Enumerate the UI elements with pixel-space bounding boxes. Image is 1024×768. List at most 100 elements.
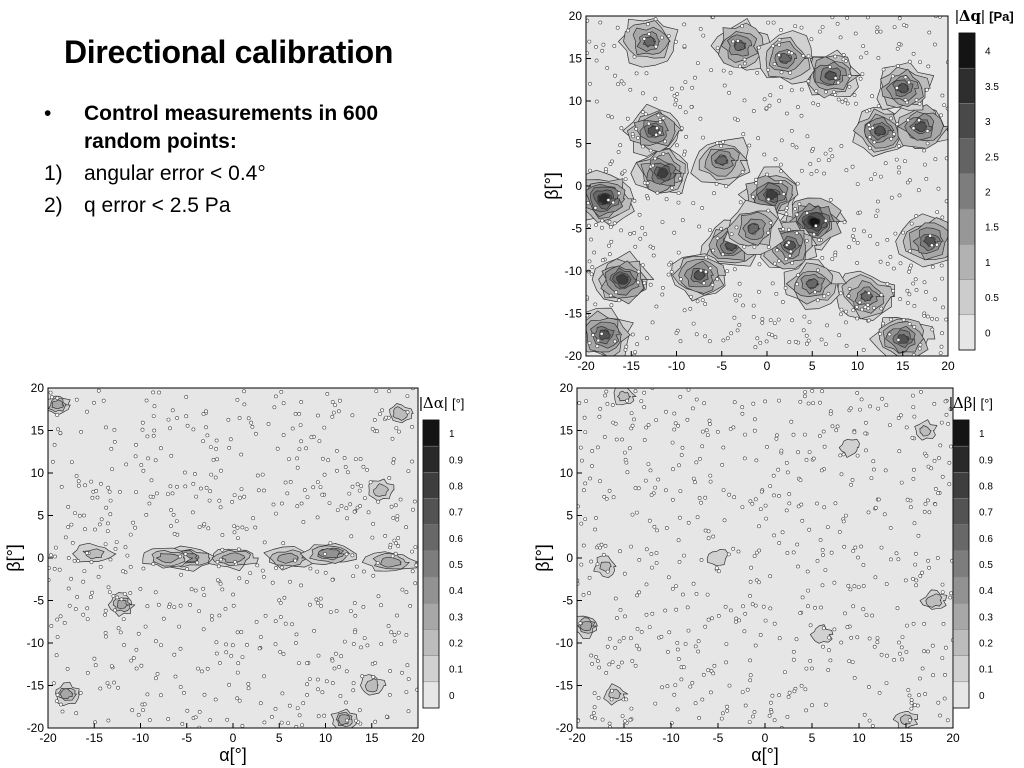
- sample-point: [178, 646, 183, 651]
- contour-region: [373, 483, 389, 497]
- sample-point: [589, 237, 593, 242]
- sample-point: [781, 192, 786, 196]
- sample-point: [710, 616, 714, 621]
- legend-frame: [422, 419, 440, 709]
- sample-point: [941, 621, 946, 626]
- sample-point: [215, 457, 220, 462]
- legend-level-label: 0.2: [979, 639, 993, 650]
- sample-point: [269, 714, 274, 719]
- sample-point: [623, 719, 628, 724]
- sample-point: [644, 612, 649, 617]
- sample-point: [932, 401, 937, 406]
- sample-point: [633, 486, 638, 490]
- sample-point: [777, 98, 782, 103]
- sample-point: [909, 263, 914, 268]
- sample-point: [840, 99, 845, 104]
- sample-point: [863, 420, 868, 425]
- sample-point: [841, 53, 846, 57]
- sample-point: [911, 477, 916, 481]
- sample-point: [48, 566, 51, 570]
- sample-point: [136, 631, 141, 636]
- x-tick-label: 10: [851, 359, 865, 373]
- sample-point: [855, 316, 860, 321]
- sample-point: [232, 493, 237, 498]
- sample-point: [101, 398, 106, 403]
- sample-point: [580, 458, 584, 463]
- sample-point: [410, 549, 415, 554]
- sample-point: [843, 98, 848, 102]
- sample-point: [836, 97, 841, 102]
- sample-point: [873, 214, 878, 219]
- sample-point: [679, 86, 684, 91]
- sample-point: [182, 690, 186, 695]
- sample-point: [214, 640, 219, 645]
- sample-point: [839, 640, 844, 645]
- sample-point: [191, 427, 196, 432]
- sample-point: [682, 152, 687, 157]
- y-tick-label: 10: [569, 94, 583, 108]
- sample-point: [847, 74, 852, 78]
- sample-point: [845, 625, 850, 630]
- sample-point: [847, 286, 852, 291]
- sample-point: [864, 613, 869, 618]
- sample-point: [764, 516, 769, 521]
- sample-point: [728, 608, 733, 613]
- sample-point: [98, 686, 103, 691]
- sample-point: [709, 68, 714, 73]
- sample-point: [910, 435, 915, 440]
- sample-point: [817, 29, 822, 34]
- sample-point: [587, 39, 592, 44]
- sample-point: [803, 390, 808, 395]
- sample-point: [680, 592, 685, 597]
- sample-point: [633, 350, 638, 355]
- sample-point: [855, 635, 860, 640]
- sample-point: [671, 467, 675, 472]
- sample-point: [148, 494, 153, 499]
- sample-point: [706, 536, 711, 541]
- sample-point: [55, 413, 60, 418]
- sample-point: [719, 144, 723, 148]
- sample-point: [146, 456, 151, 461]
- contour-region: [364, 678, 379, 693]
- sample-point: [797, 202, 802, 207]
- sample-point: [273, 619, 278, 624]
- x-tick-label: 20: [411, 731, 425, 745]
- y-tick-label: -15: [556, 679, 574, 693]
- sample-point: [793, 24, 798, 29]
- sample-point: [654, 304, 659, 309]
- contour-region: [155, 553, 181, 564]
- sample-point: [598, 406, 603, 411]
- legend-level-label: 0.9: [449, 455, 463, 466]
- sample-point: [907, 321, 912, 326]
- sample-point: [607, 636, 612, 641]
- y-tick-label: 20: [569, 9, 583, 23]
- legend-frame: [958, 32, 976, 351]
- sample-point: [689, 294, 693, 299]
- y-tick-label: -20: [565, 349, 583, 363]
- sample-point: [345, 516, 350, 521]
- sample-point: [914, 98, 919, 102]
- sample-point: [83, 527, 87, 532]
- sample-point: [255, 563, 260, 568]
- sample-point: [773, 157, 778, 162]
- sample-point: [608, 725, 612, 728]
- sample-point: [910, 393, 915, 398]
- sample-point: [846, 294, 851, 298]
- sample-point: [151, 390, 156, 395]
- list-item: 1) angular error < 0.4°: [44, 160, 384, 188]
- sample-point: [861, 607, 866, 612]
- sample-point: [925, 498, 930, 503]
- sample-point: [343, 465, 348, 469]
- sample-point: [795, 542, 800, 547]
- sample-point: [930, 316, 935, 321]
- legend-swatch: [422, 629, 440, 656]
- sample-point: [938, 351, 943, 356]
- sample-point: [586, 51, 589, 55]
- sample-point: [683, 80, 688, 85]
- sample-point: [273, 642, 278, 647]
- sample-point: [290, 622, 295, 627]
- sample-point: [723, 604, 728, 609]
- sample-point: [843, 320, 848, 325]
- sample-point: [743, 432, 747, 437]
- sample-point: [850, 234, 855, 239]
